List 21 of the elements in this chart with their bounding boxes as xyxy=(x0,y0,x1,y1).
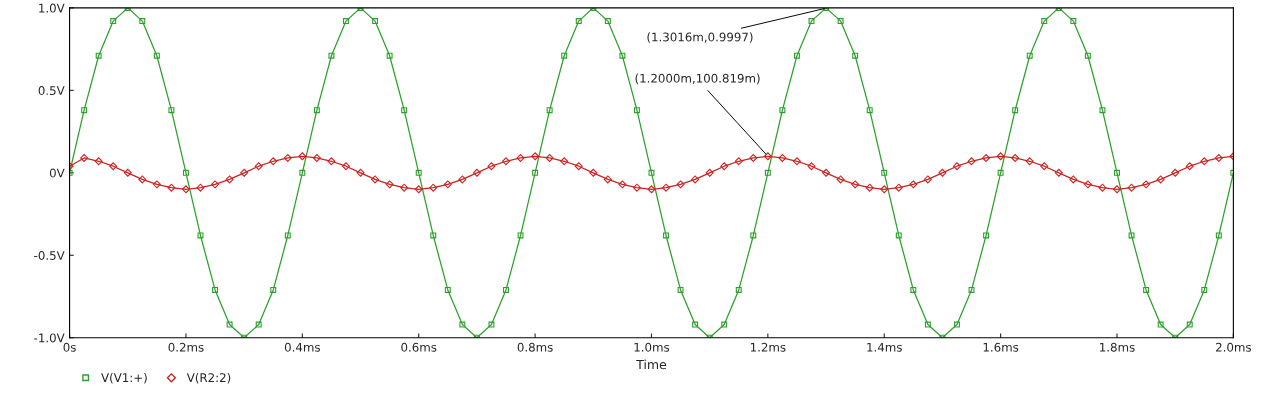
y-tick-label: 0.5V xyxy=(38,86,65,96)
y-tick-label: 0V xyxy=(49,168,65,178)
x-tick-label: 1.0ms xyxy=(634,342,670,352)
annotation: (1.2000m,100.819m) xyxy=(635,73,760,85)
x-tick-label: 0.6ms xyxy=(401,342,437,352)
legend-label: V(V1:+) xyxy=(101,372,147,384)
x-axis-title: Time xyxy=(636,359,667,370)
y-tick-label: -1.0V xyxy=(34,333,65,343)
y-tick-label: -0.5V xyxy=(34,250,65,260)
x-tick-label: 1.4ms xyxy=(867,342,902,352)
x-tick-label: 1.6ms xyxy=(983,342,1019,352)
x-tick-label: 1.8ms xyxy=(1100,342,1135,352)
legend-label: V(R2:2) xyxy=(186,372,231,384)
annotation: (1.3016m,0.9997) xyxy=(647,32,753,43)
x-tick-label: 1.2ms xyxy=(750,342,786,352)
x-tick-label: 2.0ms xyxy=(1216,342,1252,352)
x-tick-label: 0.8ms xyxy=(517,342,553,352)
x-tick-label: 0s xyxy=(63,342,76,352)
x-tick-label: 0.4ms xyxy=(284,342,320,352)
x-tick-label: 0.2ms xyxy=(168,342,204,352)
y-tick-label: 1.0V xyxy=(39,3,65,13)
